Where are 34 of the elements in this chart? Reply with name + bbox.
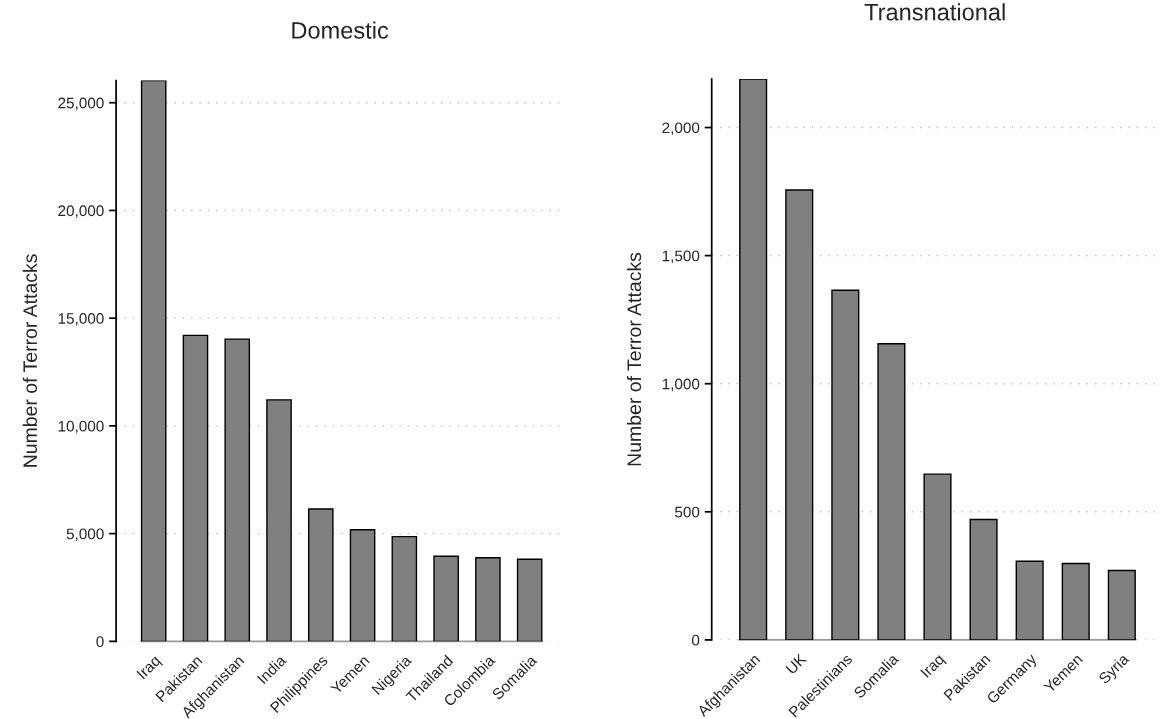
bar (1015, 560, 1044, 640)
y-tick-label: 5,000 (66, 528, 104, 542)
bar (266, 399, 292, 642)
bar (785, 189, 814, 640)
bar (140, 80, 167, 642)
bar (182, 334, 209, 642)
bar (224, 338, 251, 642)
y-tick-label: 20,000 (58, 205, 104, 218)
bar (1061, 562, 1090, 640)
y-tick-label: 1,000 (662, 378, 700, 392)
bar (391, 535, 418, 642)
y-tick-label: 500 (675, 506, 700, 518)
bar (307, 508, 334, 642)
y-tick-label: 15,000 (58, 313, 104, 326)
chart-title: Domestic (292, 21, 389, 39)
bar (433, 555, 459, 642)
y-tick-label: 0 (691, 634, 700, 646)
bar (739, 79, 768, 640)
bar (831, 289, 860, 640)
y-tick-label: 25,000 (58, 97, 104, 111)
bar (475, 557, 501, 642)
y-axis-title: Number of Terror Attacks (22, 254, 38, 467)
chart-title: Transnational (864, 3, 1005, 21)
y-tick-label: 2,000 (662, 122, 700, 135)
bar (969, 518, 998, 640)
y-tick-label: 0 (96, 636, 104, 648)
y-tick-label: 1,500 (662, 250, 700, 264)
bar (877, 343, 906, 640)
bar (923, 473, 952, 640)
bar (1107, 569, 1136, 640)
bar (516, 558, 543, 642)
bar (349, 529, 376, 642)
y-tick-label: 10,000 (58, 420, 104, 434)
y-axis-title: Number of Terror Attacks (626, 252, 642, 466)
